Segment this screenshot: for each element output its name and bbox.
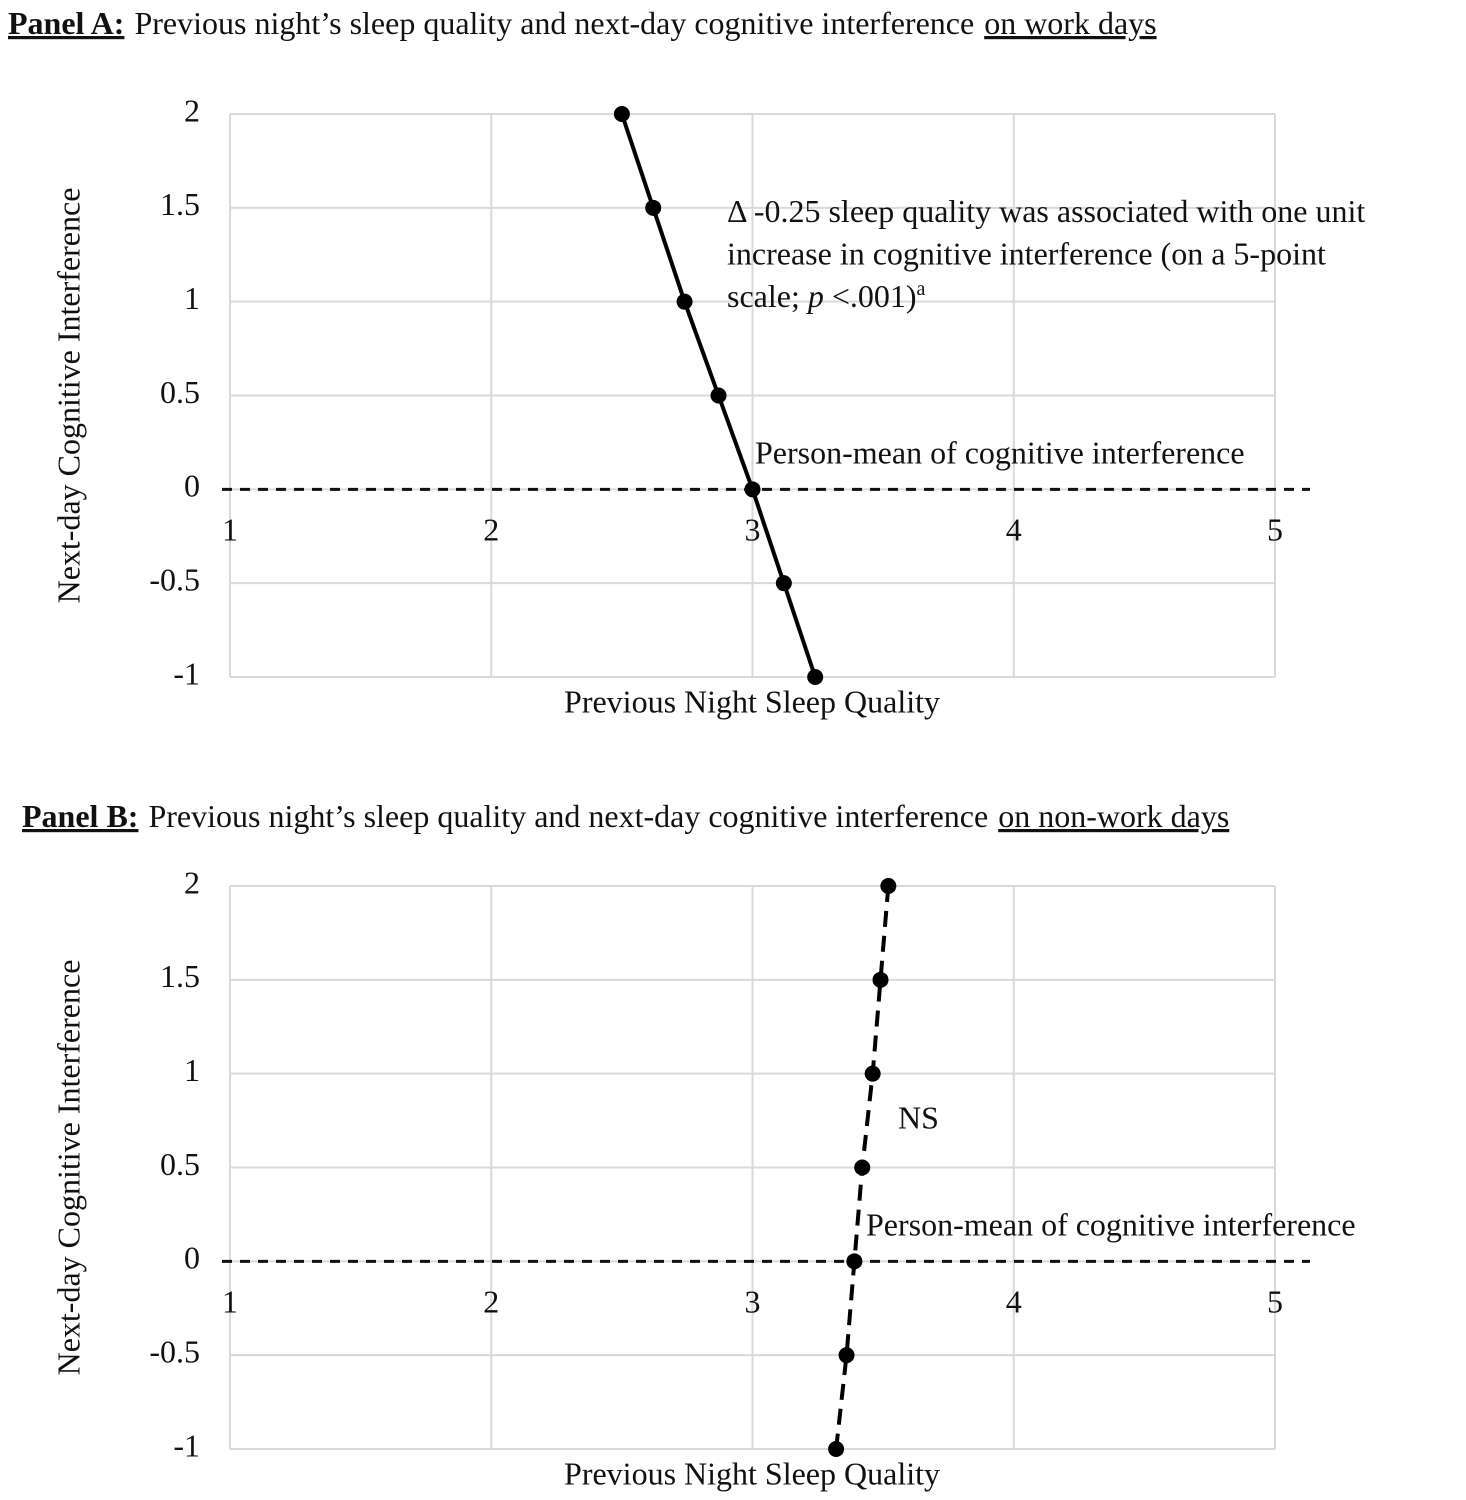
x-tick-label: 5 <box>1267 1284 1283 1320</box>
data-point <box>828 1441 845 1457</box>
y-tick-label: -0.5 <box>149 1334 200 1370</box>
x-tick-label: 2 <box>483 512 499 548</box>
title-emphasis: on non-work days <box>998 798 1229 834</box>
title-text: Previous night’s sleep quality and next-… <box>148 798 988 834</box>
annotation-italic: p <box>806 278 824 314</box>
x-tick-label: 4 <box>1006 512 1022 548</box>
data-point <box>744 481 761 498</box>
data-point <box>854 1159 871 1176</box>
annotation-line: Δ -0.25 sleep quality was associated wit… <box>727 193 1365 229</box>
reference-label: Person-mean of cognitive interference <box>755 435 1245 471</box>
y-tick-label: -1 <box>173 655 200 691</box>
data-point <box>645 199 662 216</box>
panel-title: Panel B: Previous night’s sleep quality a… <box>22 798 1229 834</box>
panel-title: Panel A: Previous night’s sleep quality a… <box>8 5 1157 41</box>
y-tick-label: 1 <box>184 1052 200 1088</box>
x-tick-label: 1 <box>222 1284 238 1320</box>
data-point <box>775 575 792 592</box>
x-axis-title: Previous Night Sleep Quality <box>564 1455 940 1491</box>
y-tick-label: 2 <box>184 92 200 128</box>
data-point <box>807 669 824 685</box>
data-point <box>846 1253 863 1270</box>
title-text: Previous night’s sleep quality and next-… <box>134 5 974 41</box>
x-tick-label: 3 <box>745 512 761 548</box>
y-tick-label: -1 <box>173 1427 200 1463</box>
x-tick-label: 4 <box>1006 1284 1022 1320</box>
x-tick-label: 2 <box>483 1284 499 1320</box>
y-tick-label: 0.5 <box>160 1146 200 1182</box>
y-axis-title: Next-day Cognitive Interference <box>50 960 86 1376</box>
y-tick-label: -0.5 <box>149 562 200 598</box>
annotation: NS <box>898 1099 939 1135</box>
annotation-tail: <.001) <box>824 278 917 314</box>
y-tick-label: 1.5 <box>160 186 200 222</box>
y-tick-label: 1 <box>184 280 200 316</box>
y-tick-label: 1.5 <box>160 958 200 994</box>
data-point <box>838 1347 855 1364</box>
data-point <box>872 971 889 988</box>
panel-label: Panel B: <box>22 798 138 834</box>
data-point <box>880 878 897 894</box>
annotation-line: increase in cognitive interference (on a… <box>727 236 1326 272</box>
title-emphasis: on work days <box>984 5 1156 41</box>
y-tick-label: 0 <box>184 468 200 504</box>
annotation-superscript: a <box>917 278 926 300</box>
y-tick-label: 2 <box>184 864 200 900</box>
data-point <box>613 106 630 122</box>
x-axis-title: Previous Night Sleep Quality <box>564 683 940 719</box>
data-point <box>676 293 693 310</box>
x-tick-label: 3 <box>745 1284 761 1320</box>
reference-label: Person-mean of cognitive interference <box>866 1207 1356 1243</box>
y-axis-title: Next-day Cognitive Interference <box>50 188 86 604</box>
y-tick-label: 0 <box>184 1240 200 1276</box>
y-tick-label: 0.5 <box>160 374 200 410</box>
panel-label: Panel A: <box>8 5 124 41</box>
annotation-line: scale; <box>727 278 808 314</box>
data-point <box>864 1065 881 1082</box>
x-tick-label: 5 <box>1267 512 1283 548</box>
data-point <box>710 387 727 404</box>
x-tick-label: 1 <box>222 512 238 548</box>
annotation: Δ -0.25 sleep quality was associated wit… <box>727 193 1365 314</box>
